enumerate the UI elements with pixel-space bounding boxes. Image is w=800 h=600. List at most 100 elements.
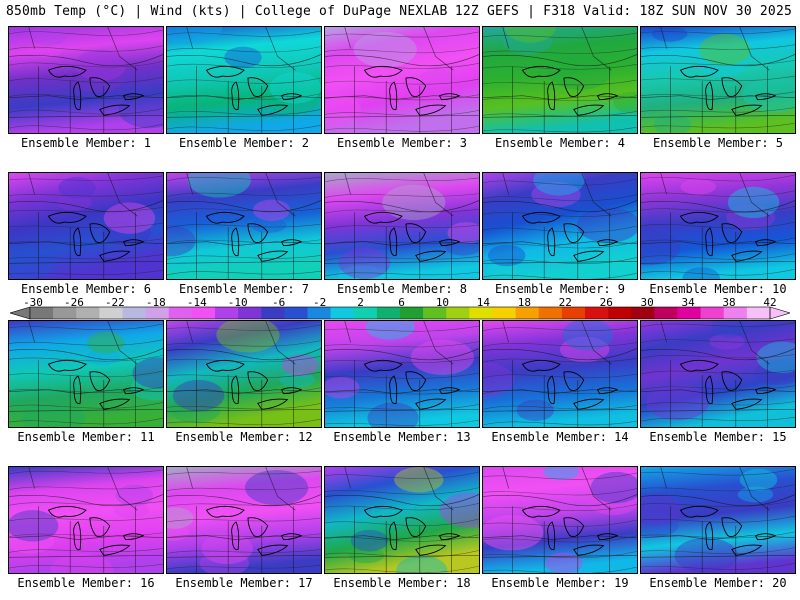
ensemble-member-label: Ensemble Member: 6 <box>20 282 152 296</box>
colorbar-segment <box>99 307 123 319</box>
ensemble-map-image <box>325 321 479 427</box>
colorbar-tick-label: -30 <box>23 296 43 309</box>
colorbar-segment <box>631 307 655 319</box>
colorbar-segment <box>700 307 725 319</box>
ensemble-map-image <box>9 173 163 279</box>
colorbar-scale <box>10 306 790 320</box>
colorbar-tick-label: -22 <box>104 296 125 309</box>
ensemble-member-label: Ensemble Member: 11 <box>17 430 155 444</box>
ensemble-member-label: Ensemble Member: 16 <box>17 576 155 590</box>
colorbar-segment <box>53 307 77 319</box>
colorbar-tick-label: 38 <box>722 296 736 309</box>
ensemble-map-5 <box>640 26 796 134</box>
colorbar-tick-label: -6 <box>272 296 286 309</box>
ensemble-member-label: Ensemble Member: 14 <box>491 430 629 444</box>
colorbar-segment <box>608 307 632 319</box>
ensemble-map-15 <box>640 320 796 428</box>
ensemble-map-image <box>483 467 637 573</box>
colorbar-tick-label: 6 <box>398 296 405 309</box>
colorbar-segment <box>284 307 308 319</box>
colorbar-segment <box>723 307 748 319</box>
colorbar-segment <box>376 307 401 319</box>
ensemble-map-image <box>9 321 163 427</box>
ensemble-map-image <box>641 321 795 427</box>
colorbar-tick-label: -10 <box>227 296 248 309</box>
ensemble-map-image <box>167 173 321 279</box>
colorbar-tick-label: -14 <box>186 296 207 309</box>
ensemble-map-image <box>483 27 637 133</box>
ensemble-map-3 <box>324 26 480 134</box>
ensemble-member-label: Ensemble Member: 13 <box>333 430 471 444</box>
colorbar-segment <box>168 307 193 319</box>
colorbar-tick-label: -18 <box>145 296 166 309</box>
ensemble-map-12 <box>166 320 322 428</box>
ensemble-map-18 <box>324 466 480 574</box>
ensemble-map-image <box>9 467 163 573</box>
ensemble-map-image <box>483 173 637 279</box>
colorbar-segment <box>585 307 609 319</box>
colorbar-tick-label: 14 <box>476 296 490 309</box>
colorbar-segment <box>423 307 447 319</box>
colorbar-segment <box>353 307 378 319</box>
ensemble-member-label: Ensemble Member: 12 <box>175 430 313 444</box>
colorbar-segment <box>191 307 216 319</box>
colorbar-segment <box>400 307 424 319</box>
colorbar-tick-label: 22 <box>558 296 572 309</box>
ensemble-map-19 <box>482 466 638 574</box>
ensemble-map-16 <box>8 466 164 574</box>
colorbar-segment <box>515 307 540 319</box>
ensemble-member-label: Ensemble Member: 19 <box>491 576 629 590</box>
colorbar-tick-label: -26 <box>64 296 84 309</box>
model-valid-time: 12Z GEFS | F318 Valid: 18Z SUN NOV 30 20… <box>454 4 792 19</box>
colorbar-segment <box>30 307 54 319</box>
colorbar-segment <box>538 307 563 319</box>
ensemble-map-13 <box>324 320 480 428</box>
colorbar-tick-label: 30 <box>640 296 654 309</box>
colorbar-segment <box>561 307 586 319</box>
ensemble-map-1 <box>8 26 164 134</box>
colorbar-segment <box>446 307 470 319</box>
ensemble-map-image <box>9 27 163 133</box>
colorbar-segment <box>469 307 493 319</box>
ensemble-map-image <box>641 173 795 279</box>
ensemble-member-label: Ensemble Member: 4 <box>494 136 626 150</box>
colorbar-tick-label: 10 <box>435 296 450 309</box>
colorbar-segment <box>76 307 100 319</box>
colorbar-segment <box>307 307 331 319</box>
ensemble-member-label: Ensemble Member: 2 <box>178 136 310 150</box>
ensemble-map-image <box>167 27 321 133</box>
ensemble-member-label: Ensemble Member: 15 <box>649 430 787 444</box>
ensemble-map-image <box>483 321 637 427</box>
ensemble-map-11 <box>8 320 164 428</box>
ensemble-member-label: Ensemble Member: 1 <box>20 136 152 150</box>
ensemble-member-label: Ensemble Member: 8 <box>336 282 468 296</box>
colorbar-segment <box>238 307 262 319</box>
ensemble-member-label: Ensemble Member: 17 <box>175 576 313 590</box>
ensemble-map-7 <box>166 172 322 280</box>
ensemble-member-label: Ensemble Member: 20 <box>649 576 787 590</box>
colorbar-tick-label: 34 <box>681 296 695 309</box>
ensemble-map-9 <box>482 172 638 280</box>
ensemble-map-2 <box>166 26 322 134</box>
ensemble-member-label: Ensemble Member: 3 <box>336 136 468 150</box>
ensemble-map-image <box>641 467 795 573</box>
colorbar-segment <box>746 307 771 319</box>
ensemble-map-6 <box>8 172 164 280</box>
ensemble-map-image <box>167 467 321 573</box>
map-title: 850mb Temp (°C) | Wind (kts) | College o… <box>6 4 448 19</box>
colorbar-segment <box>677 307 701 319</box>
colorbar-segment <box>215 307 239 319</box>
colorbar-segment <box>145 307 170 319</box>
ensemble-map-10 <box>640 172 796 280</box>
colorbar-tick-label: 42 <box>763 296 777 309</box>
ensemble-map-14 <box>482 320 638 428</box>
colorbar-segment <box>492 307 516 319</box>
colorbar-segment <box>654 307 678 319</box>
ensemble-map-20 <box>640 466 796 574</box>
ensemble-member-label: Ensemble Member: 5 <box>652 136 784 150</box>
ensemble-member-label: Ensemble Member: 7 <box>178 282 310 296</box>
colorbar-segment <box>122 307 146 319</box>
colorbar-tick-label: 26 <box>599 296 613 309</box>
colorbar-tick-label: 18 <box>517 296 531 309</box>
ensemble-map-image <box>325 173 479 279</box>
